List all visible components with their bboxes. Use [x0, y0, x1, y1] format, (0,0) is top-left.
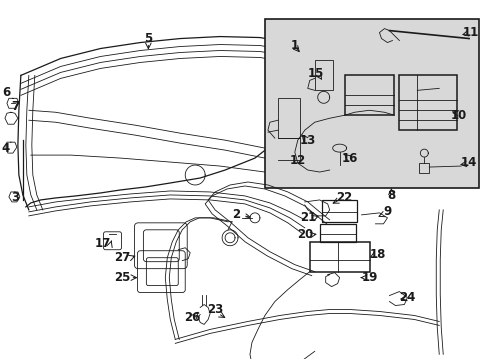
Bar	[399, 75, 456, 130]
Text: 21: 21	[299, 211, 315, 224]
Text: 26: 26	[183, 311, 200, 324]
Text: 25: 25	[114, 271, 130, 284]
Text: 10: 10	[450, 109, 467, 122]
Bar	[419, 163, 428, 173]
Text: 1: 1	[290, 39, 298, 52]
Text: 24: 24	[398, 291, 415, 304]
Text: 5: 5	[144, 32, 152, 45]
Text: 11: 11	[462, 26, 478, 39]
Text: 14: 14	[460, 156, 476, 168]
Text: 13: 13	[299, 134, 315, 147]
Text: 18: 18	[368, 248, 385, 261]
Bar	[321, 200, 356, 222]
Text: 19: 19	[361, 271, 377, 284]
Text: 20: 20	[296, 228, 312, 241]
Bar	[309, 242, 369, 272]
Bar	[319, 224, 355, 242]
Text: 6: 6	[2, 86, 10, 99]
Text: 22: 22	[336, 192, 352, 204]
Bar	[277, 98, 299, 138]
Bar	[264, 19, 478, 188]
Text: 8: 8	[386, 189, 395, 202]
Text: 15: 15	[307, 67, 323, 80]
Bar	[314, 60, 332, 90]
Text: 27: 27	[114, 251, 130, 264]
Text: 9: 9	[383, 205, 391, 219]
Text: 2: 2	[232, 208, 250, 221]
Text: 3: 3	[11, 192, 19, 204]
Text: 17: 17	[94, 237, 110, 250]
Text: 4: 4	[2, 141, 10, 155]
Text: 16: 16	[341, 152, 357, 165]
Bar	[344, 75, 394, 115]
Text: 23: 23	[206, 303, 223, 316]
Text: 7: 7	[11, 100, 19, 113]
Text: 12: 12	[289, 154, 305, 167]
